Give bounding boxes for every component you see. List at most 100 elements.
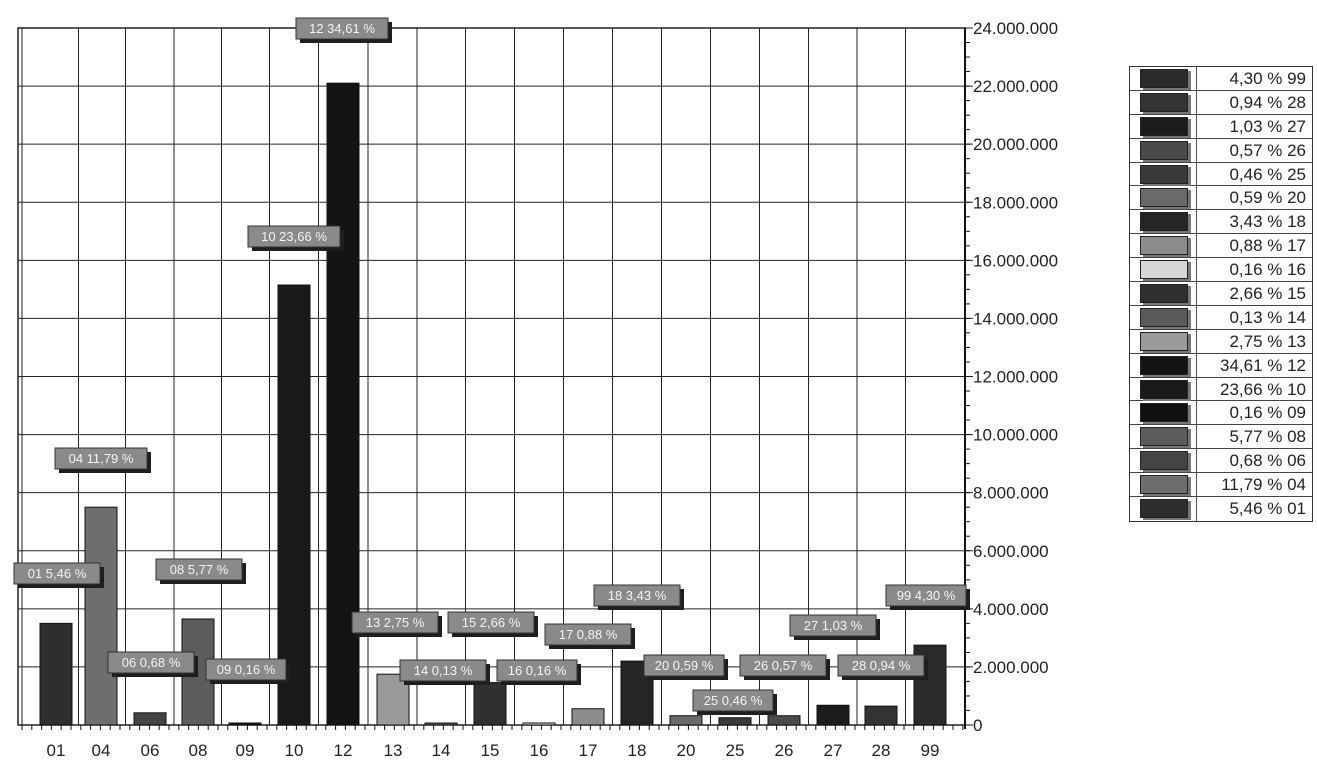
bar-17 [571, 708, 605, 726]
y-tick-label: 10.000.000 [973, 426, 1058, 445]
legend-swatch [1140, 427, 1188, 447]
data-label-box [643, 654, 725, 677]
legend-item: 4,30 % 99 [1130, 67, 1312, 91]
bar-25 [718, 717, 752, 726]
y-tick-label: 2.000.000 [973, 658, 1049, 677]
legend-label: 0,57 % 26 [1196, 138, 1312, 162]
data-label: 08 5,77 % [170, 562, 229, 577]
legend-item: 0,68 % 06 [1130, 449, 1312, 474]
legend-item: 5,46 % 01 [1130, 497, 1312, 521]
data-label-box [447, 611, 535, 634]
x-tick-label: 27 [824, 741, 843, 760]
data-label-box [739, 654, 827, 677]
x-tick-label: 06 [141, 741, 160, 760]
bar-14 [424, 722, 458, 726]
legend-label: 4,30 % 99 [1196, 67, 1312, 90]
data-label: 16 0,16 % [508, 663, 567, 678]
bar-15 [473, 682, 507, 726]
x-tick-label: 15 [481, 741, 500, 760]
bar-16 [522, 722, 556, 726]
legend-swatch [1140, 68, 1188, 88]
legend-item: 5,77 % 08 [1130, 425, 1312, 450]
data-label: 15 2,66 % [462, 615, 521, 630]
legend-label: 0,88 % 17 [1196, 234, 1312, 258]
x-tick-label: 08 [189, 741, 208, 760]
legend-swatch [1140, 116, 1188, 136]
legend-label: 23,66 % 10 [1196, 377, 1312, 401]
y-tick-label: 12.000.000 [973, 368, 1058, 387]
data-label: 12 34,61 % [309, 21, 375, 36]
legend-item: 23,66 % 10 [1130, 377, 1312, 402]
data-label: 04 11,79 % [69, 451, 134, 466]
data-label-box [789, 614, 877, 637]
legend-swatch [1140, 379, 1188, 399]
data-label-box [496, 659, 578, 682]
legend-swatch [1140, 307, 1188, 327]
legend-label: 34,61 % 12 [1196, 353, 1312, 377]
data-label-box [837, 654, 925, 677]
x-tick-label: 20 [677, 741, 696, 760]
x-tick-label: 17 [579, 741, 598, 760]
data-label-box [295, 17, 389, 40]
y-tick-label: 22.000.000 [973, 77, 1058, 96]
legend-label: 5,46 % 01 [1196, 497, 1312, 521]
data-label: 17 0,88 % [559, 627, 618, 642]
legend-label: 0,16 % 16 [1196, 258, 1312, 282]
data-label: 27 1,03 % [804, 618, 863, 633]
legend-label: 0,68 % 06 [1196, 449, 1312, 473]
y-tick-label: 6.000.000 [973, 542, 1049, 561]
y-tick-label: 18.000.000 [973, 193, 1058, 212]
legend-swatch [1140, 140, 1188, 160]
data-label-box [593, 584, 681, 607]
legend-item: 11,79 % 04 [1130, 473, 1312, 498]
x-tick-label: 10 [285, 741, 304, 760]
data-label: 14 0,13 % [414, 663, 473, 678]
legend-swatch [1140, 92, 1188, 112]
bar-04 [84, 506, 118, 726]
legend-swatch [1140, 260, 1188, 280]
chart-legend: 4,30 % 99 0,94 % 28 1,03 % 27 0,57 % 26 0,46… [1129, 66, 1313, 522]
y-tick-label: 4.000.000 [973, 600, 1049, 619]
x-tick-label: 13 [384, 741, 403, 760]
data-label-box [205, 658, 287, 681]
legend-swatch [1140, 236, 1188, 256]
legend-label: 3,43 % 18 [1196, 210, 1312, 234]
data-label-box [155, 558, 243, 581]
legend-item: 0,13 % 14 [1130, 305, 1312, 330]
bar-10 [277, 284, 311, 726]
legend-label: 2,66 % 15 [1196, 282, 1312, 305]
data-label: 01 5,46 % [28, 566, 87, 581]
bar-27 [816, 704, 850, 726]
legend-swatch [1140, 283, 1188, 303]
legend-item: 34,61 % 12 [1130, 353, 1312, 378]
y-tick-label: 16.000.000 [973, 251, 1058, 270]
legend-item: 0,94 % 28 [1130, 90, 1312, 115]
legend-item: 0,57 % 26 [1130, 138, 1312, 163]
data-label-box [107, 651, 195, 674]
x-tick-label: 09 [236, 741, 255, 760]
data-label: 13 2,75 % [366, 615, 425, 630]
bar-20 [669, 715, 703, 726]
legend-label: 0,16 % 09 [1196, 401, 1312, 425]
data-label-box [13, 562, 101, 585]
legend-item: 0,59 % 20 [1130, 186, 1312, 211]
x-tick-label: 14 [432, 741, 451, 760]
legend-swatch [1140, 164, 1188, 184]
x-tick-label: 16 [530, 741, 549, 760]
data-label: 26 0,57 % [754, 658, 813, 673]
bar-01 [39, 622, 73, 726]
legend-swatch [1140, 499, 1188, 519]
y-tick-label: 24.000.000 [973, 19, 1058, 38]
data-label-box [351, 611, 439, 634]
legend-swatch [1140, 451, 1188, 471]
data-label-box [692, 689, 774, 712]
legend-swatch [1140, 475, 1188, 495]
data-label: 99 4,30 % [897, 588, 956, 603]
legend-label: 2,75 % 13 [1196, 329, 1312, 353]
legend-item: 3,43 % 18 [1130, 210, 1312, 235]
data-label-box [885, 584, 967, 607]
data-label: 25 0,46 % [704, 693, 763, 708]
x-tick-label: 04 [92, 741, 111, 760]
legend-item: 0,88 % 17 [1130, 234, 1312, 259]
